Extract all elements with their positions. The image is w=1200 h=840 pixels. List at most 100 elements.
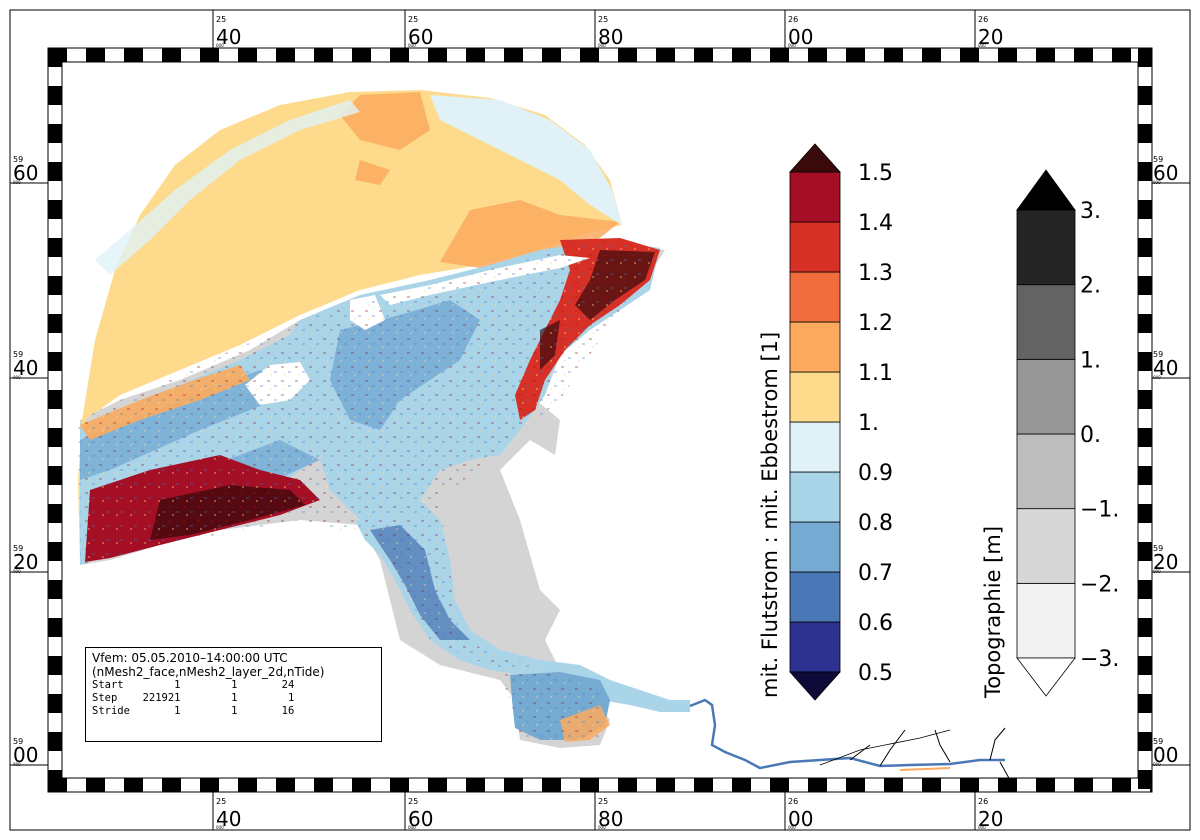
sea-north-edge	[95, 100, 360, 275]
svg-text:000: 000	[788, 825, 796, 830]
svg-text:000: 000	[1153, 569, 1161, 574]
svg-text:26: 26	[978, 797, 988, 806]
topo-tick-label: 1.	[1080, 348, 1101, 373]
ratio-swatch-4	[789, 471, 841, 523]
ratio-swatch-8	[789, 271, 841, 323]
ratio-tick-label: 0.5	[858, 661, 893, 686]
svg-text:000: 000	[408, 825, 416, 830]
svg-text:59: 59	[13, 737, 23, 746]
ratio-colorbar	[789, 143, 841, 701]
svg-text:80: 80	[598, 807, 623, 831]
svg-text:59: 59	[1153, 155, 1163, 164]
river-orange	[899, 767, 951, 771]
svg-text:60: 60	[13, 161, 38, 185]
info-line-dims: (nMesh2_face,nMesh2_layer_2d,nTide)	[92, 665, 325, 679]
ratio-overflow-high	[789, 143, 841, 173]
ratio-tick-label: 0.8	[858, 511, 893, 536]
estuary-field	[78, 90, 1010, 778]
topo-swatch-4	[1016, 358, 1076, 435]
svg-text:000: 000	[1153, 180, 1161, 185]
svg-text:20: 20	[978, 25, 1003, 49]
svg-text:25: 25	[598, 797, 608, 806]
ratio-swatch-3	[789, 521, 841, 573]
svg-text:000: 000	[216, 43, 224, 48]
info-line-stride: Stride 1 1 16	[92, 705, 295, 717]
topo-tick-label: −2.	[1080, 572, 1119, 597]
svg-text:25: 25	[408, 797, 418, 806]
topo-tick-label: 2.	[1080, 274, 1101, 299]
topo-tick-labels: −3. −2. −1. 0. 1. 2. 3.	[1080, 199, 1119, 672]
svg-text:59: 59	[1153, 737, 1163, 746]
topo-overflow-low	[1016, 657, 1076, 697]
topo-legend-title: Topographie [m]	[981, 526, 1005, 699]
ratio-swatch-1	[789, 621, 841, 673]
svg-text:000: 000	[598, 825, 606, 830]
svg-text:20: 20	[1153, 550, 1178, 574]
topo-colorbar	[1016, 169, 1076, 697]
graticule-ticks	[10, 10, 1190, 830]
svg-text:26: 26	[978, 15, 988, 24]
svg-text:40: 40	[13, 356, 38, 380]
ratio-tick-label: 0.7	[858, 561, 893, 586]
svg-text:59: 59	[13, 350, 23, 359]
ratio-tick-label: 0.6	[858, 611, 893, 636]
svg-text:00: 00	[1153, 743, 1178, 767]
svg-text:000: 000	[978, 825, 986, 830]
ratio-tick-labels: 0.5 0.6 0.7 0.8 0.9 1. 1.1 1.2 1.3 1.4 1.5	[858, 161, 893, 686]
topo-tick-label: 3.	[1080, 199, 1101, 224]
svg-text:26: 26	[788, 15, 798, 24]
svg-text:000: 000	[13, 762, 21, 767]
ratio-swatch-7	[789, 321, 841, 373]
svg-text:000: 000	[13, 180, 21, 185]
svg-text:000: 000	[788, 43, 796, 48]
svg-text:000: 000	[598, 43, 606, 48]
sea-north-orange	[340, 92, 620, 268]
svg-text:40: 40	[216, 25, 241, 49]
topo-swatch-1	[1016, 582, 1076, 659]
svg-text:59: 59	[13, 155, 23, 164]
svg-text:59: 59	[13, 544, 23, 553]
river	[689, 698, 1005, 770]
river-branch	[819, 729, 951, 766]
info-line-step: Step 221921 1 1	[92, 692, 295, 704]
svg-text:00: 00	[788, 25, 813, 49]
svg-text:26: 26	[788, 797, 798, 806]
ratio-swatch-5	[789, 421, 841, 473]
ratio-tick-label: 0.9	[858, 461, 893, 486]
ratio-swatch-9	[789, 221, 841, 273]
info-line-start: Start 1 1 24	[92, 679, 295, 691]
topo-swatch-2	[1016, 508, 1076, 584]
topo-swatch-3	[1016, 433, 1076, 510]
ratio-swatch-6	[789, 371, 841, 423]
topo-tick-label: −1.	[1080, 498, 1119, 523]
svg-text:40: 40	[1153, 356, 1178, 380]
ratio-tick-label: 1.5	[858, 161, 893, 186]
topo-overflow-high	[1016, 169, 1076, 211]
speckle-overlay	[78, 240, 660, 740]
ratio-tick-label: 1.2	[858, 311, 893, 336]
river-tributary	[849, 727, 1010, 778]
svg-text:00: 00	[13, 743, 38, 767]
svg-text:80: 80	[598, 25, 623, 49]
svg-text:60: 60	[408, 25, 433, 49]
ratio-tick-label: 1.3	[858, 261, 893, 286]
ratio-overflow-low	[789, 671, 841, 701]
svg-text:59: 59	[1153, 544, 1163, 553]
